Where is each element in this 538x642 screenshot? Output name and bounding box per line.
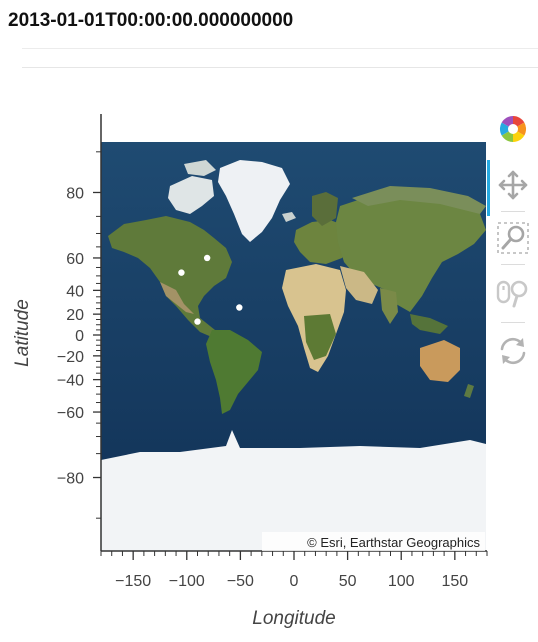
- new-zealand: [464, 384, 474, 398]
- arctic-islands: [168, 176, 214, 214]
- iceland: [282, 212, 296, 222]
- wheel-zoom-icon[interactable]: [494, 274, 532, 312]
- x-tick-label: −150: [115, 573, 151, 590]
- australia: [420, 340, 460, 382]
- y-tick-label: −60: [57, 405, 84, 422]
- divider: [22, 67, 538, 68]
- reset-icon[interactable]: [494, 332, 532, 370]
- x-tick-label: 0: [290, 573, 299, 590]
- points-layer: [178, 254, 243, 325]
- toolbar: [487, 108, 538, 398]
- asia: [336, 192, 486, 312]
- bokeh-logo-icon[interactable]: [494, 110, 532, 148]
- mexico: [160, 282, 194, 314]
- scandinavia: [312, 192, 338, 226]
- map-point[interactable]: [236, 304, 243, 311]
- toolbar-separator: [501, 264, 525, 265]
- active-tool-indicator: [487, 160, 490, 216]
- y-tick-label: 40: [66, 283, 84, 300]
- toolbar-separator: [501, 322, 525, 323]
- y-tick-label: −20: [57, 349, 84, 366]
- toolbar-separator: [501, 211, 525, 212]
- y-tick-label: 0: [75, 328, 84, 345]
- map-tiles: [101, 142, 486, 551]
- map-point[interactable]: [203, 254, 211, 262]
- antarctica: [101, 430, 486, 551]
- north-america: [108, 216, 232, 338]
- siberia: [352, 186, 486, 214]
- y-tick-label: 80: [66, 185, 84, 202]
- x-tick-label: 100: [388, 573, 415, 590]
- y-tick-label: 60: [66, 251, 84, 268]
- box-zoom-icon[interactable]: [494, 219, 532, 257]
- y-tick-label: −40: [57, 373, 84, 390]
- x-axis-label: Longitude: [252, 608, 335, 629]
- pan-icon[interactable]: [494, 166, 532, 204]
- x-tick-label: −50: [227, 573, 254, 590]
- x-tick-label: −100: [169, 573, 205, 590]
- attribution: © Esri, Earthstar Geographics: [307, 535, 480, 550]
- y-tick-label: 20: [66, 307, 84, 324]
- south-america: [206, 330, 262, 414]
- arctic-islands-2: [184, 160, 216, 176]
- map-point[interactable]: [178, 269, 185, 276]
- africa-central-green: [304, 314, 336, 360]
- x-axis: −150 −100 −50 0 50 100 150: [100, 551, 488, 590]
- attribution-background: [262, 532, 485, 551]
- divider: [22, 48, 538, 49]
- middle-east-desert: [340, 266, 378, 304]
- page-title: 2013-01-01T00:00:00.000000000: [8, 10, 294, 31]
- x-tick-label: 150: [441, 573, 468, 590]
- map-point[interactable]: [194, 318, 201, 325]
- southeast-asia: [410, 314, 448, 334]
- india: [380, 288, 398, 324]
- y-axis: 80 60 40 20 0 −20 −40 −60 −80: [57, 151, 101, 519]
- greenland: [218, 160, 290, 242]
- y-tick-label: −80: [57, 471, 84, 488]
- x-tick-label: 50: [339, 573, 357, 590]
- y-axis-label: Latitude: [12, 299, 33, 367]
